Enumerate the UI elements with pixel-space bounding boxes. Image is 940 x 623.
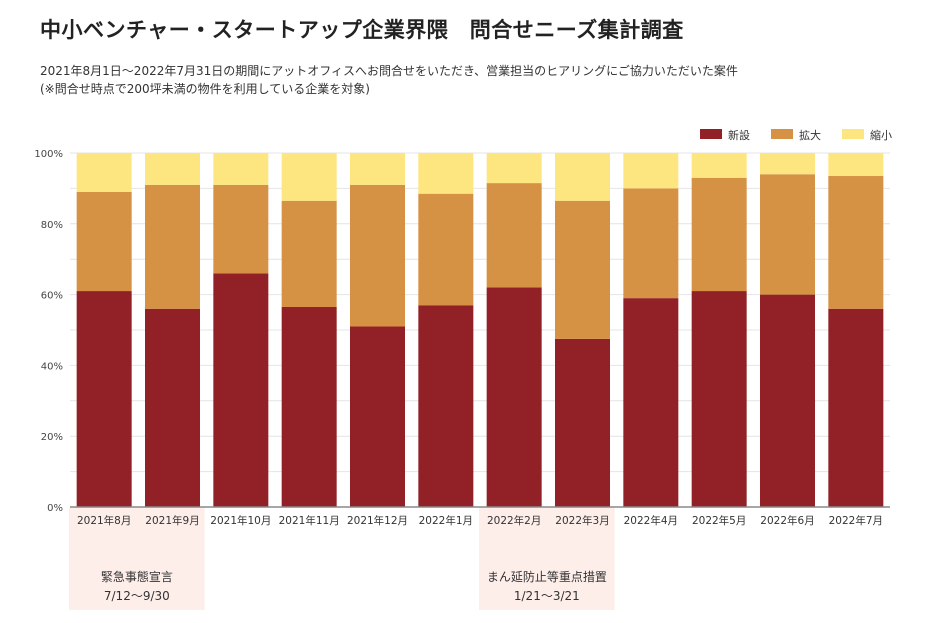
bar-segment-拡大 bbox=[555, 200, 610, 339]
bar-segment-縮小 bbox=[350, 153, 405, 185]
annotation-range: 7/12～9/30 bbox=[104, 589, 170, 603]
bar-segment-拡大 bbox=[691, 177, 747, 292]
bar-segment-拡大 bbox=[418, 193, 474, 306]
bar-segment-拡大 bbox=[213, 184, 269, 274]
bar-segment-新設 bbox=[213, 273, 269, 507]
x-tick-label: 2022年2月 bbox=[487, 514, 541, 527]
annotation-band bbox=[69, 507, 205, 610]
bar-segment-縮小 bbox=[691, 153, 747, 178]
bar-segment-縮小 bbox=[213, 153, 269, 185]
bar-segment-拡大 bbox=[760, 174, 815, 295]
annotation-label: 緊急事態宣言 bbox=[101, 569, 173, 584]
bar-segment-拡大 bbox=[486, 183, 542, 288]
subtitle-line-2: (※問合せ時点で200坪未満の物件を利用している企業を対象) bbox=[40, 82, 370, 96]
legend-swatch bbox=[771, 129, 793, 139]
x-tick-label: 2022年7月 bbox=[829, 514, 883, 527]
bar-segment-縮小 bbox=[418, 153, 474, 194]
x-tick-label: 2022年4月 bbox=[624, 514, 678, 527]
bar-segment-縮小 bbox=[760, 153, 815, 175]
y-tick-label: 40% bbox=[41, 361, 63, 372]
bar-segment-拡大 bbox=[145, 184, 200, 309]
annotation-label: まん延防止等重点措置 bbox=[487, 569, 607, 584]
bar-segment-新設 bbox=[281, 306, 337, 507]
bar-segment-縮小 bbox=[76, 153, 132, 192]
y-tick-label: 0% bbox=[47, 503, 63, 514]
y-tick-label: 100% bbox=[34, 149, 63, 160]
bar-segment-新設 bbox=[145, 308, 200, 507]
bar-segment-新設 bbox=[76, 291, 132, 507]
bar-segment-新設 bbox=[555, 338, 610, 507]
bar-segment-縮小 bbox=[623, 153, 679, 189]
bar-segment-拡大 bbox=[281, 200, 337, 307]
bar-segment-新設 bbox=[760, 294, 815, 507]
legend-swatch bbox=[700, 129, 722, 139]
x-tick-label: 2022年1月 bbox=[419, 514, 473, 527]
subtitle-line-1: 2021年8月1日～2022年7月31日の期間にアットオフィスへお問合せをいただ… bbox=[40, 64, 738, 78]
y-tick-label: 60% bbox=[41, 291, 63, 302]
bar-segment-縮小 bbox=[486, 153, 542, 184]
x-tick-label: 2021年11月 bbox=[279, 514, 340, 527]
bar-segment-新設 bbox=[828, 308, 884, 507]
x-tick-label: 2022年6月 bbox=[760, 514, 814, 527]
y-tick-label: 80% bbox=[41, 220, 63, 231]
x-tick-label: 2021年9月 bbox=[145, 514, 199, 527]
bar-segment-拡大 bbox=[623, 188, 679, 299]
x-tick-label: 2021年12月 bbox=[347, 514, 408, 527]
legend-label: 新設 bbox=[728, 128, 750, 142]
bar-segment-縮小 bbox=[828, 153, 884, 177]
bar-segment-新設 bbox=[691, 291, 747, 507]
legend-label: 縮小 bbox=[870, 128, 892, 142]
bar-segment-拡大 bbox=[76, 191, 132, 292]
legend-swatch bbox=[842, 129, 864, 139]
annotation-range: 1/21～3/21 bbox=[514, 589, 580, 603]
bar-segment-拡大 bbox=[828, 176, 884, 309]
bar-segment-新設 bbox=[350, 326, 405, 507]
legend-label: 拡大 bbox=[799, 128, 821, 142]
chart-title: 中小ベンチャー・スタートアップ企業界隈 問合せニーズ集計調査 bbox=[40, 18, 684, 42]
x-tick-label: 2021年10月 bbox=[210, 514, 271, 527]
x-tick-label: 2022年5月 bbox=[692, 514, 746, 527]
bar-segment-縮小 bbox=[555, 153, 610, 201]
bar-segment-新設 bbox=[486, 287, 542, 507]
bar-segment-新設 bbox=[623, 298, 679, 507]
annotation-band bbox=[479, 507, 615, 610]
y-tick-label: 20% bbox=[41, 432, 63, 443]
x-tick-label: 2021年8月 bbox=[77, 514, 131, 527]
bar-segment-新設 bbox=[418, 305, 474, 507]
bar-segment-縮小 bbox=[281, 153, 337, 201]
x-tick-label: 2022年3月 bbox=[555, 514, 609, 527]
bar-segment-縮小 bbox=[145, 153, 200, 185]
bar-segment-拡大 bbox=[350, 184, 405, 327]
